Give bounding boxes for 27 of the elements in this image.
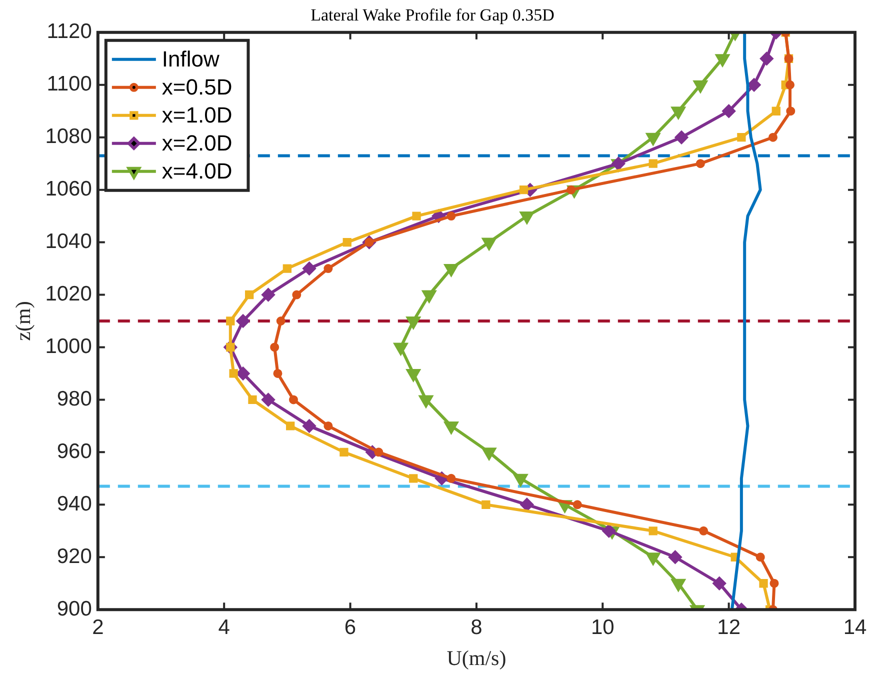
x-tick-label: 12 — [717, 616, 740, 639]
legend-label: Inflow — [162, 46, 220, 72]
y-tick-label: 1120 — [46, 20, 92, 44]
y-tick-label: 1040 — [45, 230, 92, 254]
y-tick-label: 940 — [56, 492, 92, 516]
y-tick-label: 920 — [56, 544, 92, 568]
x-axis-title: U(m/s) — [446, 646, 506, 670]
x-tick-label: 4 — [218, 616, 230, 639]
x-tick-label: 8 — [470, 616, 482, 639]
chart-title: Lateral Wake Profile for Gap 0.35D — [310, 6, 554, 25]
y-tick-label: 960 — [56, 440, 92, 463]
y-tick-label: 1100 — [46, 72, 92, 96]
legend-label: x=1.0D — [162, 102, 232, 128]
x-tick-label: 10 — [590, 616, 614, 639]
y-tick-label: 980 — [56, 388, 92, 411]
x-tick-label: 2 — [92, 616, 104, 639]
x-tick-label: 14 — [843, 616, 867, 639]
legend-label: x=4.0D — [162, 158, 232, 184]
y-tick-label: 1020 — [45, 282, 92, 306]
y-axis-title: z(m) — [11, 301, 36, 341]
legend-label: x=0.5D — [162, 74, 232, 100]
y-tick-label: 1080 — [45, 125, 92, 148]
y-tick-label: 1000 — [45, 335, 92, 358]
y-tick-label: 1060 — [45, 178, 92, 201]
x-tick-label: 6 — [344, 616, 356, 639]
y-tick-label: 900 — [56, 597, 92, 620]
legend-label: x=2.0D — [162, 130, 232, 156]
